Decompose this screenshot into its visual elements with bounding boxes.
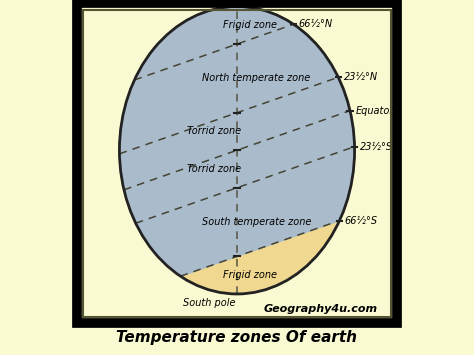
Polygon shape [119, 6, 355, 294]
Text: South temperate zone: South temperate zone [202, 217, 311, 227]
Text: South pole: South pole [183, 298, 236, 308]
Text: Equator: Equator [355, 106, 393, 116]
Text: 90°N: 90°N [240, 0, 265, 2]
Polygon shape [119, 6, 355, 294]
Polygon shape [119, 6, 355, 294]
Text: Torrid zone: Torrid zone [187, 164, 241, 174]
Text: North temperate zone: North temperate zone [202, 73, 311, 83]
Text: Frigid zone: Frigid zone [223, 20, 277, 30]
Text: Geography4u.com: Geography4u.com [264, 304, 377, 313]
Text: 23½°N: 23½°N [344, 72, 378, 82]
Text: North pole: North pole [184, 0, 236, 2]
Polygon shape [119, 6, 355, 294]
Text: Temperature zones Of earth: Temperature zones Of earth [117, 330, 357, 345]
Text: Torrid zone: Torrid zone [187, 126, 241, 136]
Polygon shape [119, 6, 355, 294]
Text: 23½°S: 23½°S [360, 142, 393, 152]
Text: Frigid zone: Frigid zone [223, 270, 277, 280]
Text: 66½°N: 66½°N [299, 19, 333, 29]
Text: 66½°S: 66½°S [345, 215, 378, 225]
